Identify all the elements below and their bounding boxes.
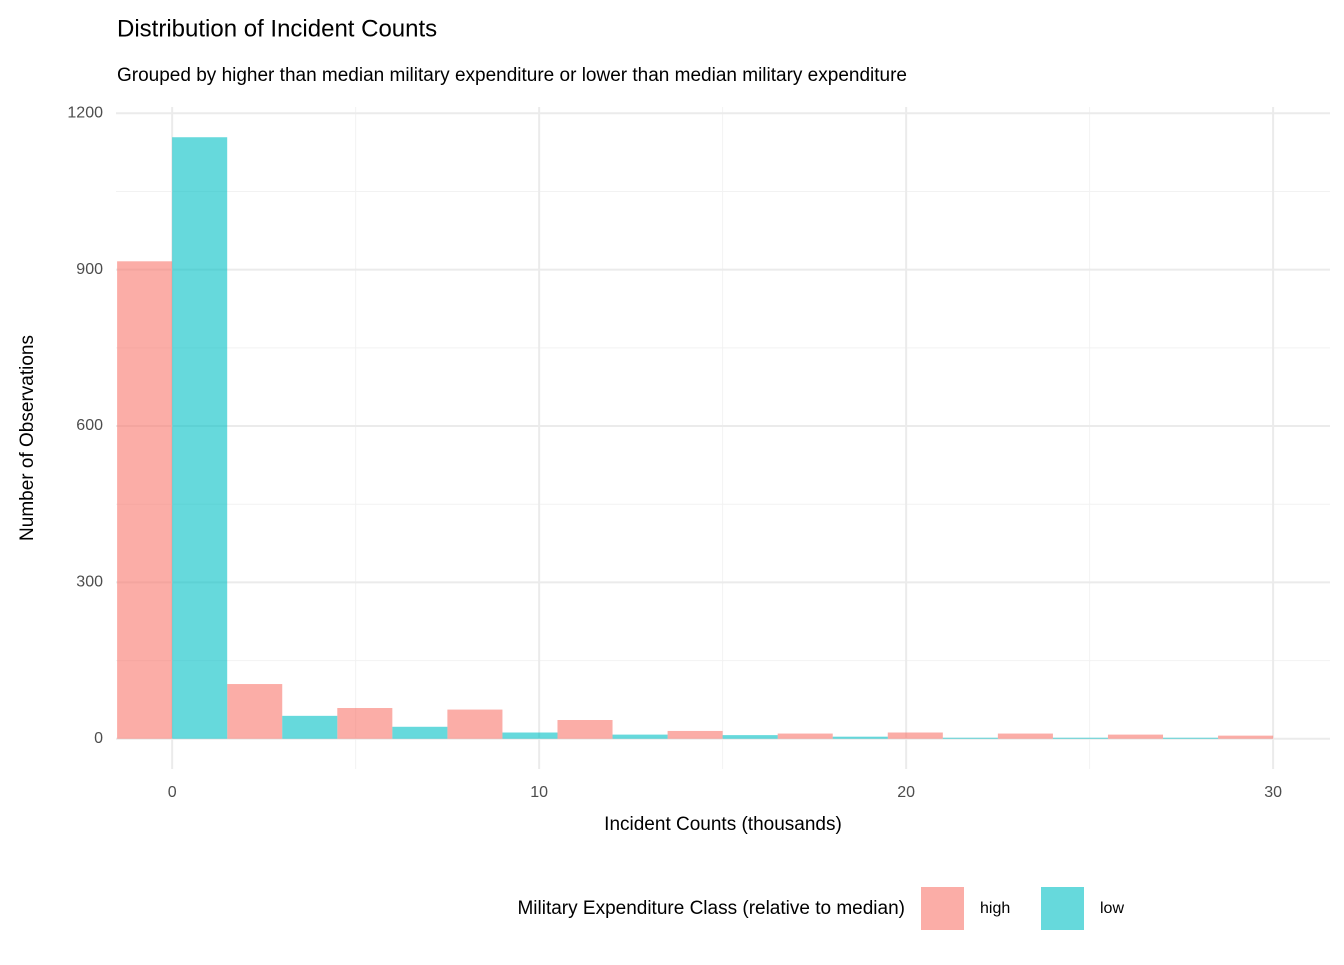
bar — [282, 715, 338, 739]
y-tick-label: 600 — [76, 417, 103, 434]
bar — [1218, 735, 1274, 739]
y-tick-label: 300 — [76, 574, 103, 591]
bar — [447, 709, 503, 739]
bar — [832, 736, 888, 739]
bar — [777, 733, 833, 739]
legend-key — [1041, 887, 1084, 930]
x-tick-label: 10 — [530, 784, 548, 801]
legend-label: high — [980, 900, 1010, 917]
y-tick-label: 1200 — [67, 104, 103, 121]
legend-key — [921, 887, 964, 930]
bar — [1107, 734, 1164, 739]
chart-subtitle: Grouped by higher than median military e… — [117, 65, 907, 86]
bar — [722, 735, 778, 739]
y-tick-label: 0 — [94, 730, 103, 747]
bar — [612, 734, 668, 739]
bar — [227, 684, 283, 739]
legend-title: Military Expenditure Class (relative to … — [517, 898, 905, 919]
chart-title: Distribution of Incident Counts — [117, 15, 437, 42]
bar — [172, 137, 228, 739]
bar — [1163, 737, 1219, 739]
bar — [557, 720, 613, 739]
y-tick-label: 900 — [76, 261, 103, 278]
bar — [942, 737, 998, 739]
bar — [887, 732, 943, 739]
x-tick-label: 20 — [897, 784, 915, 801]
x-tick-label: 0 — [168, 784, 177, 801]
bar — [502, 732, 558, 739]
bar — [392, 726, 448, 739]
bar — [337, 708, 393, 739]
x-axis-title: Incident Counts (thousands) — [604, 814, 842, 835]
x-tick-label: 30 — [1264, 784, 1282, 801]
bar — [1052, 737, 1108, 739]
bar — [117, 261, 173, 739]
bar — [997, 733, 1053, 739]
y-axis-title: Number of Observations — [17, 335, 38, 541]
legend-label: low — [1100, 900, 1124, 917]
bar — [667, 730, 723, 739]
